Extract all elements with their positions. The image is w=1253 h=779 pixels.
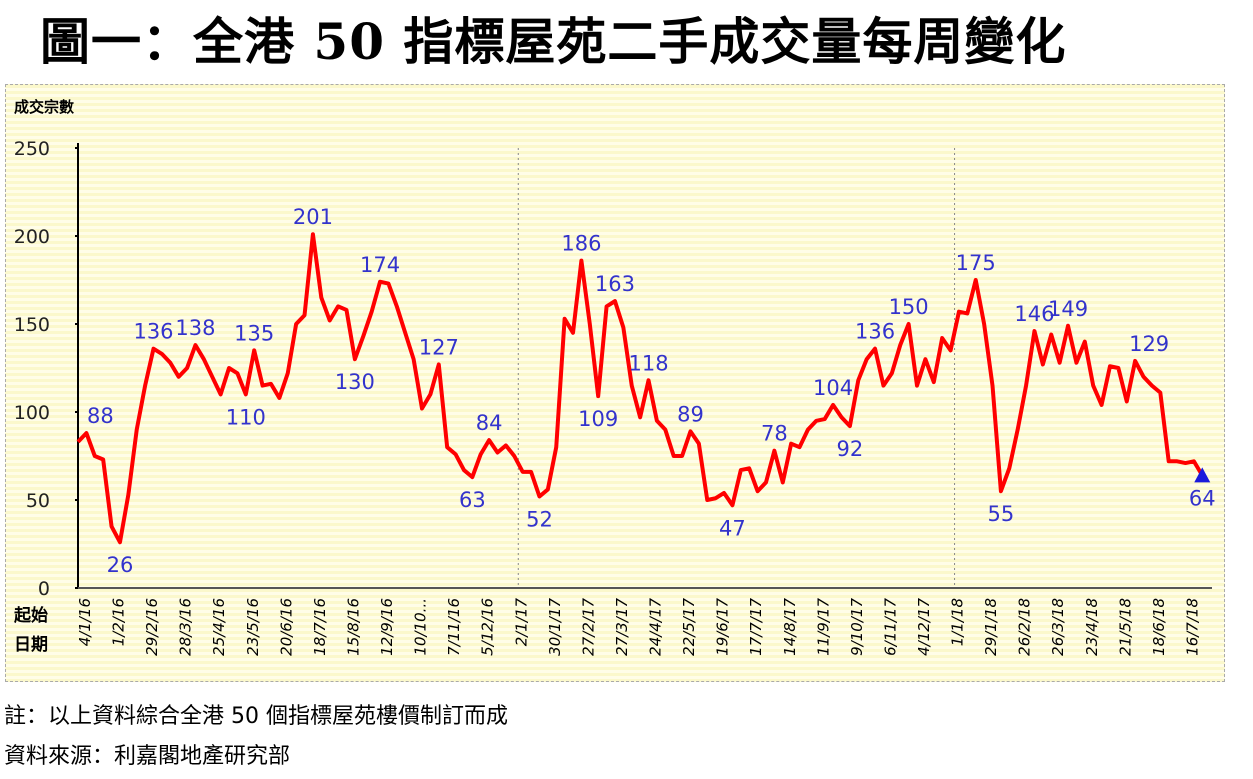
source-note: 資料來源：利嘉閣地產研究部: [4, 744, 291, 769]
y-tick-label: 200: [14, 226, 50, 248]
y-tick-label: 250: [14, 138, 50, 160]
data-label: 110: [226, 405, 266, 429]
y-tick-label: 0: [38, 578, 50, 600]
data-label: 201: [293, 205, 333, 229]
chart-area: [5, 84, 1225, 682]
x-tick-label: 11/9/17: [814, 598, 832, 656]
x-tick-label: 26/2/18: [1016, 598, 1034, 656]
y-tick-label: 150: [14, 314, 50, 336]
x-tick-label: 21/5/18: [1116, 598, 1134, 656]
y-tick-label: 100: [14, 402, 50, 424]
x-tick-label: 29/2/16: [143, 598, 161, 656]
x-tick-label: 20/6/16: [277, 598, 295, 656]
data-label: 47: [719, 516, 746, 540]
x-tick-label: 9/10/17: [848, 598, 866, 656]
x-tick-label: 18/7/16: [311, 598, 329, 656]
x-tick-label: 25/4/16: [210, 598, 228, 656]
data-label: 174: [360, 253, 400, 277]
data-label: 127: [419, 335, 459, 359]
x-tick-label: 17/7/17: [747, 598, 765, 656]
y-tick-label: 50: [26, 490, 50, 512]
x-tick-label: 15/8/16: [344, 598, 362, 656]
data-label: 64: [1189, 486, 1216, 510]
data-label: 136: [133, 320, 173, 344]
x-tick-label: 4/1/16: [76, 598, 94, 646]
x-tick-label: 12/9/16: [378, 598, 396, 656]
data-label: 175: [956, 251, 996, 275]
last-point-triangle-icon: [1194, 467, 1211, 483]
x-tick-label: 18/6/18: [1150, 598, 1168, 656]
x-tick-label: 10/10...: [412, 598, 430, 656]
data-label: 135: [234, 321, 274, 345]
data-label: 118: [628, 351, 668, 375]
chart-title: 圖一：全港 50 指標屋苑二手成交量每周變化: [40, 12, 1067, 71]
data-label: 130: [335, 370, 375, 394]
data-label: 88: [87, 404, 114, 428]
data-label: 63: [459, 488, 486, 512]
data-label: 186: [561, 232, 601, 256]
data-label: 109: [578, 407, 618, 431]
data-label: 129: [1129, 332, 1169, 356]
data-label: 52: [526, 507, 553, 531]
x-tick-label: 24/4/17: [647, 598, 665, 656]
x-axis-label-line1: 起始: [13, 605, 48, 626]
data-label: 136: [855, 320, 895, 344]
data-label: 104: [813, 376, 853, 400]
x-tick-label: 2/1/17: [512, 598, 530, 647]
data-label: 92: [837, 437, 864, 461]
data-label: 138: [175, 316, 215, 340]
data-label: 78: [761, 422, 788, 446]
x-tick-label: 16/7/18: [1183, 598, 1201, 656]
footnote: 註：以上資料綜合全港 50 個指標屋苑樓價制訂而成: [4, 704, 508, 729]
x-tick-label: 5/12/16: [479, 598, 497, 656]
x-tick-label: 29/1/18: [982, 598, 1000, 656]
x-tick-label: 23/4/18: [1083, 598, 1101, 656]
x-tick-label: 26/3/18: [1049, 598, 1067, 656]
data-label: 84: [476, 411, 503, 435]
y-axis-label: 成交宗數: [14, 98, 74, 116]
data-label: 89: [677, 402, 704, 426]
x-tick-label: 27/2/17: [579, 598, 597, 656]
x-tick-label: 30/1/17: [546, 598, 564, 656]
x-tick-label: 6/11/17: [881, 598, 899, 656]
x-tick-label: 14/8/17: [781, 598, 799, 656]
x-tick-label: 7/11/16: [445, 598, 463, 656]
data-label: 149: [1048, 297, 1088, 321]
x-tick-label: 23/5/16: [244, 598, 262, 656]
x-tick-label: 28/3/16: [177, 598, 195, 656]
data-label: 26: [107, 553, 134, 577]
series-line: [76, 232, 1204, 545]
x-tick-label: 22/5/17: [680, 598, 698, 656]
data-label: 146: [1014, 302, 1054, 326]
data-label: 150: [889, 295, 929, 319]
x-axis-label-line2: 日期: [14, 635, 48, 655]
x-tick-label: 1/1/18: [949, 598, 967, 646]
x-tick-label: 19/6/17: [714, 598, 732, 656]
x-tick-label: 4/12/17: [915, 598, 933, 656]
data-label: 163: [595, 272, 635, 296]
x-tick-label: 27/3/17: [613, 598, 631, 656]
data-label: 55: [988, 502, 1015, 526]
x-tick-label: 1/2/16: [110, 598, 128, 646]
